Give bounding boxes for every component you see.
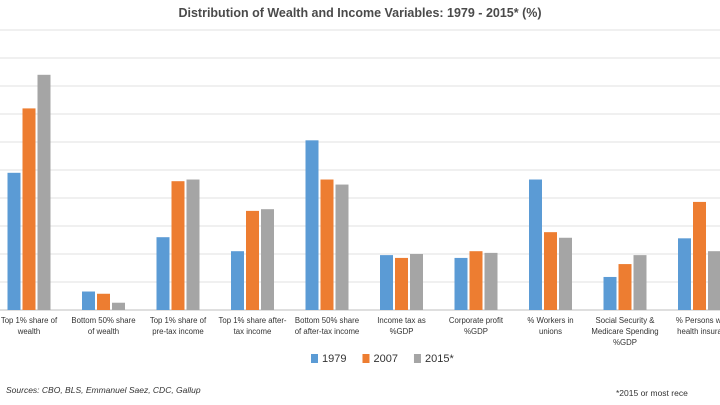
bar-2015-1 bbox=[112, 302, 125, 310]
category-label: wealth bbox=[17, 327, 41, 336]
legend-swatch bbox=[311, 354, 318, 363]
gridlines bbox=[0, 29, 720, 311]
category-label: pre-tax income bbox=[152, 327, 204, 336]
bar-1979-6 bbox=[454, 257, 468, 310]
bar-1979-9 bbox=[678, 238, 691, 310]
category-label: %GDP bbox=[464, 327, 488, 336]
bar-2007-8 bbox=[618, 264, 632, 310]
bar-1979-5 bbox=[380, 255, 393, 310]
category-label: Social Security & bbox=[596, 316, 656, 325]
legend-label: 2015* bbox=[425, 353, 454, 365]
chart-title: Distribution of Wealth and Income Variab… bbox=[178, 6, 542, 20]
bar-2015-7 bbox=[559, 237, 572, 310]
bar-2015-3 bbox=[261, 209, 274, 310]
category-label: Top 1% share of bbox=[150, 316, 207, 325]
bar-2015-2 bbox=[186, 179, 200, 310]
bar-2007-4 bbox=[320, 179, 334, 310]
footnote: *2015 or most rece bbox=[616, 388, 688, 398]
bar-2015-6 bbox=[484, 252, 498, 310]
bar-2007-7 bbox=[544, 232, 557, 310]
category-label: Bottom 50% share bbox=[71, 316, 135, 325]
category-label: Medicare Spending bbox=[591, 327, 658, 336]
legend-swatch bbox=[362, 354, 370, 363]
category-label: of wealth bbox=[88, 327, 119, 336]
legend: 1979 2007 2015* bbox=[311, 353, 454, 365]
bar-2007-0 bbox=[22, 108, 36, 311]
bar-1979-2 bbox=[156, 237, 170, 310]
bar-2007-9 bbox=[693, 201, 706, 310]
category-label: %GDP bbox=[390, 327, 414, 336]
category-label: health insura bbox=[677, 327, 720, 336]
bar-2015-9 bbox=[708, 251, 720, 310]
bar-1979-0 bbox=[7, 172, 21, 310]
bar-1979-8 bbox=[603, 276, 617, 310]
category-label: Top 1% share of bbox=[1, 316, 58, 325]
bar-2007-3 bbox=[246, 210, 259, 310]
category-label: % Workers in bbox=[527, 316, 573, 325]
bar-2007-2 bbox=[171, 181, 185, 310]
bar-1979-3 bbox=[231, 251, 244, 310]
category-label: of after-tax income bbox=[295, 327, 360, 336]
category-label: unions bbox=[539, 327, 562, 336]
bar-2007-5 bbox=[395, 257, 408, 310]
bar-1979-1 bbox=[82, 291, 95, 310]
legend-label: 2007 bbox=[373, 353, 397, 365]
bar-2007-6 bbox=[469, 251, 483, 310]
category-label: tax income bbox=[234, 327, 272, 336]
legend-swatch bbox=[413, 354, 421, 363]
bar-2015-8 bbox=[633, 255, 647, 310]
category-labels: Top 1% share of wealth Bottom 50% share of … bbox=[1, 316, 720, 347]
bar-2015-0 bbox=[37, 74, 51, 310]
category-label: %GDP bbox=[613, 338, 637, 347]
bar-2015-5 bbox=[410, 254, 423, 310]
bar-2015-4 bbox=[335, 184, 349, 310]
category-label: Bottom 50% share bbox=[295, 316, 359, 325]
category-label: % Persons wi bbox=[676, 316, 720, 325]
bars bbox=[7, 74, 720, 311]
category-label: Top 1% share after- bbox=[218, 316, 286, 325]
bar-1979-4 bbox=[305, 140, 319, 310]
bar-2007-1 bbox=[97, 293, 110, 310]
sources-note: Sources: CBO, BLS, Emmanuel Saez, CDC, G… bbox=[6, 385, 201, 395]
category-label: Corporate profit bbox=[449, 316, 504, 325]
bar-1979-7 bbox=[529, 179, 542, 310]
category-label: Income tax as bbox=[377, 316, 426, 325]
legend-label: 1979 bbox=[322, 353, 346, 365]
bar-chart: Top 1% share of wealth Bottom 50% share of … bbox=[0, 29, 720, 365]
